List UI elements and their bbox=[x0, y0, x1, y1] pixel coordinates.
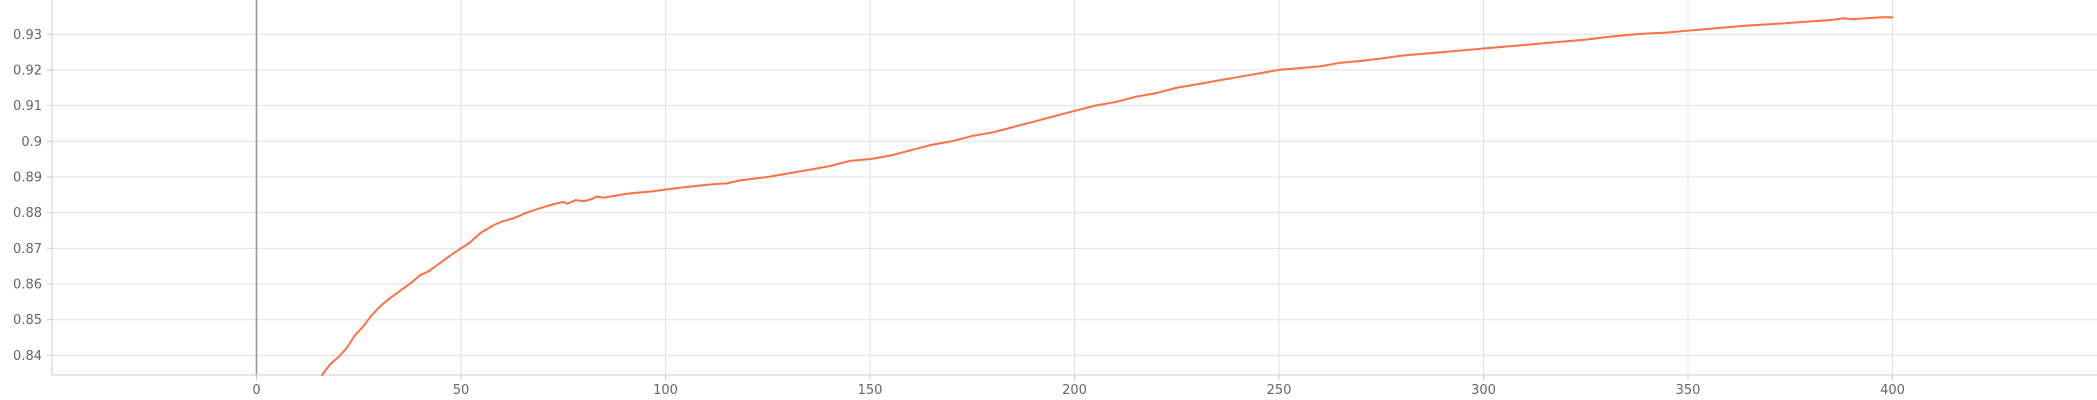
x-tick-label: 400 bbox=[1880, 383, 1905, 398]
x-tick-label: 100 bbox=[653, 383, 678, 398]
y-tick-label: 0.84 bbox=[13, 349, 42, 364]
grid bbox=[52, 0, 2097, 375]
y-tick-label: 0.87 bbox=[13, 242, 42, 257]
series-layer bbox=[320, 16, 1894, 376]
x-tick-label: 250 bbox=[1267, 383, 1292, 398]
x-tick-label: 50 bbox=[453, 383, 470, 398]
y-tick-label: 0.93 bbox=[13, 28, 42, 43]
axes bbox=[47, 0, 2097, 380]
x-tick-label: 200 bbox=[1062, 383, 1087, 398]
y-tick-label: 0.88 bbox=[13, 206, 42, 221]
series-line bbox=[320, 16, 1894, 376]
y-tick-label: 0.9 bbox=[21, 135, 42, 150]
y-tick-label: 0.92 bbox=[13, 63, 42, 78]
tick-labels: 0.84 0.85 0.86 0.87 0.88 0.89 0.9 0.91 0.92 0.93 0… bbox=[13, 28, 1905, 398]
x-tick-label: 150 bbox=[858, 383, 883, 398]
y-tick-label: 0.86 bbox=[13, 278, 42, 293]
y-tick-label: 0.91 bbox=[13, 99, 42, 114]
y-tick-label: 0.89 bbox=[13, 170, 42, 185]
x-tick-label: 350 bbox=[1676, 383, 1701, 398]
x-tick-label: 300 bbox=[1471, 383, 1496, 398]
x-tick-label: 0 bbox=[252, 383, 260, 398]
y-tick-label: 0.85 bbox=[13, 313, 42, 328]
